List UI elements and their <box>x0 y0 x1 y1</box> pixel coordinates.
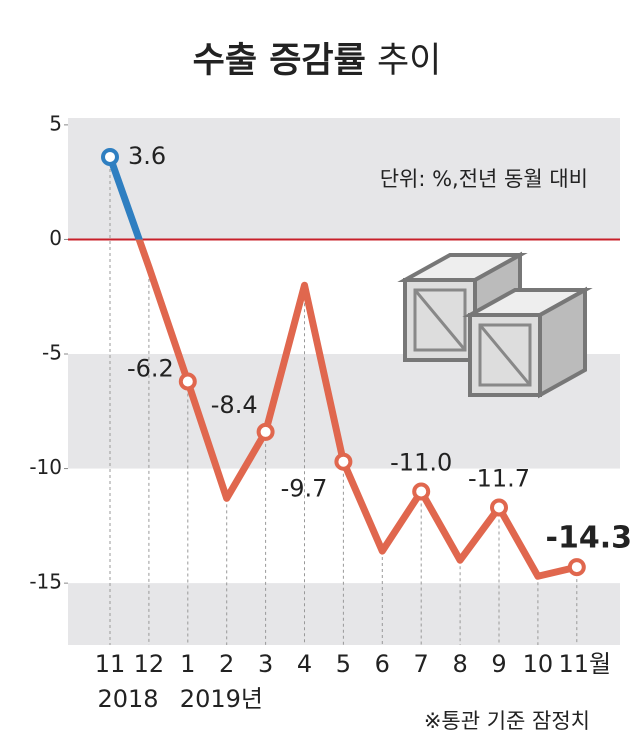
point <box>334 452 353 471</box>
x-tick-label: 6 <box>375 650 390 678</box>
x-tick-label: 8 <box>452 650 467 678</box>
year-label: 2018 <box>97 685 158 713</box>
crate-side <box>538 286 587 399</box>
y-tick-label: -15 <box>29 570 62 594</box>
x-tick-label: 11월 <box>558 650 611 678</box>
x-tick-label: 2 <box>219 650 234 678</box>
year-label: 2019년 <box>180 685 263 713</box>
x-tick-label: 4 <box>297 650 312 678</box>
value-label: -11.0 <box>390 448 452 476</box>
source-note: ※통관 기준 잠정치 <box>424 709 590 733</box>
x-tick-label: 5 <box>336 650 351 678</box>
y-tick-label: -10 <box>29 455 62 479</box>
point <box>256 422 275 441</box>
band <box>68 583 620 645</box>
title-suffix: 추이 <box>377 41 441 81</box>
value-label: -14.3 <box>546 521 632 556</box>
x-tick-label: 9 <box>491 650 506 678</box>
point <box>101 147 119 166</box>
unit-note: 단위: %,전년 동월 대비 <box>380 167 588 191</box>
y-tick-label: -5 <box>42 341 62 365</box>
y-tick-label: 0 <box>49 226 62 250</box>
crate-slats <box>478 323 532 387</box>
x-tick-label: 12 <box>134 650 165 678</box>
x-tick-label: 11 <box>95 650 126 678</box>
point <box>178 372 197 391</box>
crate-icon <box>397 251 593 399</box>
x-tick-label: 3 <box>258 650 273 678</box>
band <box>68 118 620 240</box>
point <box>412 482 431 501</box>
value-label: 3.6 <box>128 142 166 170</box>
y-tick-label: 5 <box>49 111 62 135</box>
point <box>490 498 508 517</box>
chart-title: 수출 증감률 추이 <box>193 41 442 81</box>
crate-slats <box>413 288 467 352</box>
value-label: -9.7 <box>281 475 328 503</box>
x-tick-label: 7 <box>414 650 429 678</box>
point <box>567 558 586 577</box>
x-tick-label: 1 <box>180 650 195 678</box>
value-label: -6.2 <box>127 355 174 383</box>
value-label: -8.4 <box>211 391 258 419</box>
x-tick-label: 10 <box>523 650 554 678</box>
title-main: 수출 증감률 <box>193 41 366 81</box>
value-label: -11.7 <box>468 465 530 493</box>
